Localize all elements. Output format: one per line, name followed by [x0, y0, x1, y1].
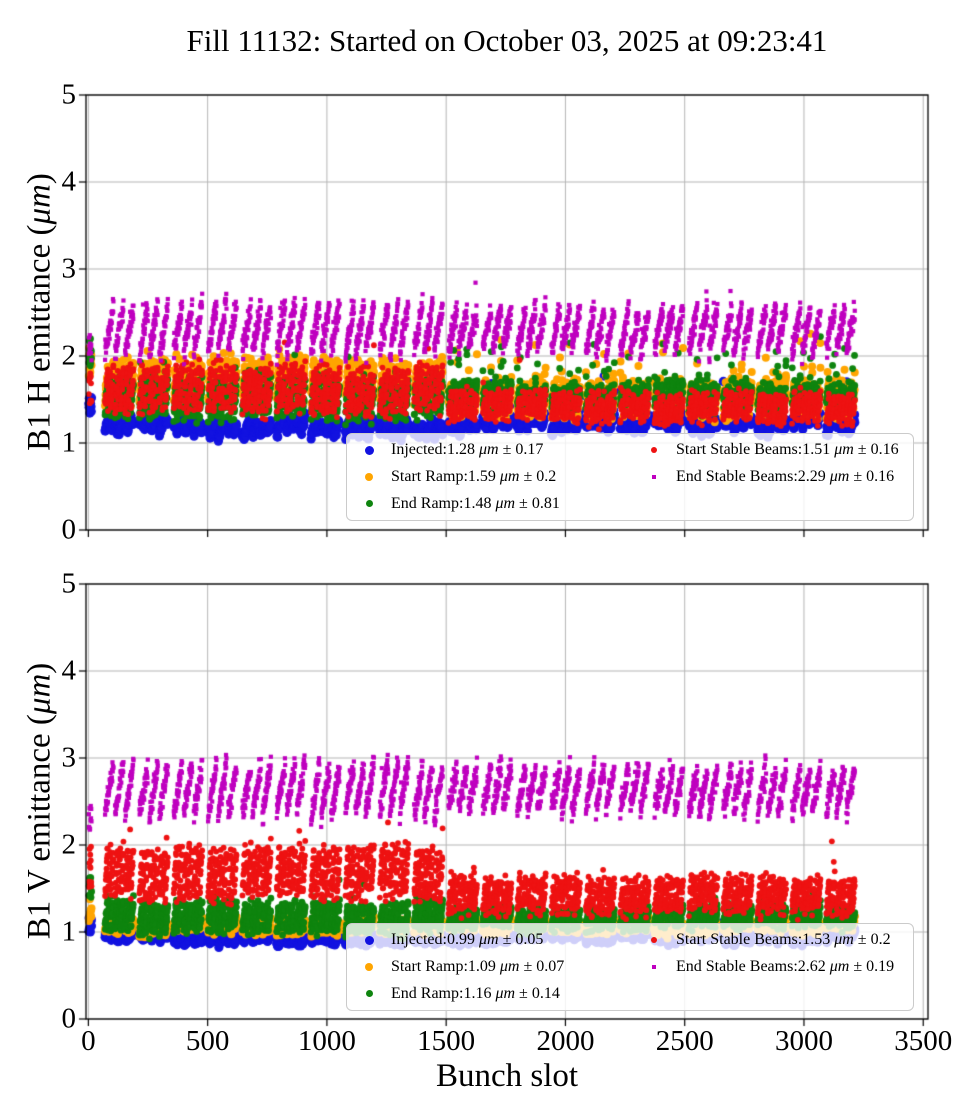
y-tick-label: 4 — [61, 165, 77, 198]
x-tick-label: 2500 — [655, 1025, 714, 1057]
legend-bottom-plot: Injected:0.99 μm ± 0.05 Start Ramp:1.09 … — [346, 923, 914, 1011]
start-stable-marker-icon — [632, 447, 676, 454]
x-tick-label: 2000 — [536, 1025, 595, 1057]
legend-entry-label: Start Stable Beams:1.53 μm ± 0.2 — [676, 931, 891, 949]
legend-entry-label: End Ramp:1.16 μm ± 0.14 — [391, 984, 560, 1002]
start-stable-marker-icon — [632, 937, 676, 944]
x-tick-label: 500 — [185, 1025, 230, 1057]
legend-entry-start-stable-beams: Start Stable Beams:1.53 μm ± 0.2 — [632, 927, 913, 954]
x-tick-label: 3000 — [774, 1025, 833, 1057]
y-tick-label: 5 — [61, 78, 77, 111]
end-ramp-marker-icon — [347, 990, 391, 998]
start-ramp-marker-icon — [347, 472, 391, 481]
legend-entry-label: End Ramp:1.48 μm ± 0.81 — [391, 494, 560, 512]
y-tick-label: 0 — [61, 513, 77, 546]
end-ramp-marker-icon — [347, 500, 391, 508]
y-tick-label: 5 — [61, 567, 77, 600]
y-tick-label: 4 — [61, 654, 77, 687]
legend-entry-label: Injected:1.28 μm ± 0.17 — [391, 441, 544, 459]
end-stable-marker-icon — [632, 964, 676, 970]
legend-entry-end-stable-beams: End Stable Beams:2.29 μm ± 0.16 — [632, 464, 913, 491]
legend-entry-end-ramp: End Ramp:1.48 μm ± 0.81 — [347, 490, 632, 517]
y-axis-label-v: B1 V emittance (μm) — [21, 662, 58, 940]
y-tick-label: 3 — [61, 252, 77, 285]
injected-marker-icon — [347, 935, 391, 945]
y-tick-label: 2 — [61, 828, 77, 861]
y-tick-label: 3 — [61, 741, 77, 774]
y-tick-label: 2 — [61, 339, 77, 372]
end-stable-marker-icon — [632, 474, 676, 480]
y-tick-label: 0 — [61, 1002, 77, 1035]
x-tick-label: 1000 — [297, 1025, 356, 1057]
legend-entry-label: Injected:0.99 μm ± 0.05 — [391, 931, 544, 949]
y-tick-label: 1 — [61, 426, 77, 459]
x-tick-label: 1500 — [417, 1025, 476, 1057]
legend-entry-label: Start Ramp:1.59 μm ± 0.2 — [391, 467, 557, 485]
legend-entry-injected: Injected:0.99 μm ± 0.05 — [347, 927, 632, 954]
x-tick-label: 0 — [81, 1025, 96, 1057]
start-ramp-marker-icon — [347, 962, 391, 971]
x-axis-label: Bunch slot — [435, 1058, 579, 1094]
y-tick-label: 1 — [61, 915, 77, 948]
legend-entry-start-ramp: Start Ramp:1.59 μm ± 0.2 — [347, 464, 632, 491]
figure-title: Fill 11132: Started on October 03, 2025 … — [186, 23, 828, 58]
legend-entry-end-stable-beams: End Stable Beams:2.62 μm ± 0.19 — [632, 954, 913, 981]
legend-entry-label: End Stable Beams:2.29 μm ± 0.16 — [676, 467, 895, 485]
legend-entry-label: Start Stable Beams:1.51 μm ± 0.16 — [676, 441, 899, 459]
x-tick-label: 3500 — [894, 1025, 953, 1057]
injected-marker-icon — [347, 445, 391, 455]
legend-entry-start-stable-beams: Start Stable Beams:1.51 μm ± 0.16 — [632, 437, 913, 464]
legend-entry-label: End Stable Beams:2.62 μm ± 0.19 — [676, 957, 895, 975]
legend-top-plot: Injected:1.28 μm ± 0.17 Start Ramp:1.59 … — [346, 433, 914, 521]
legend-entry-end-ramp: End Ramp:1.16 μm ± 0.14 — [347, 980, 632, 1007]
legend-entry-start-ramp: Start Ramp:1.09 μm ± 0.07 — [347, 954, 632, 981]
y-axis-label-h: B1 H emittance (μm) — [21, 173, 58, 451]
legend-entry-injected: Injected:1.28 μm ± 0.17 — [347, 437, 632, 464]
legend-entry-label: Start Ramp:1.09 μm ± 0.07 — [391, 957, 565, 975]
